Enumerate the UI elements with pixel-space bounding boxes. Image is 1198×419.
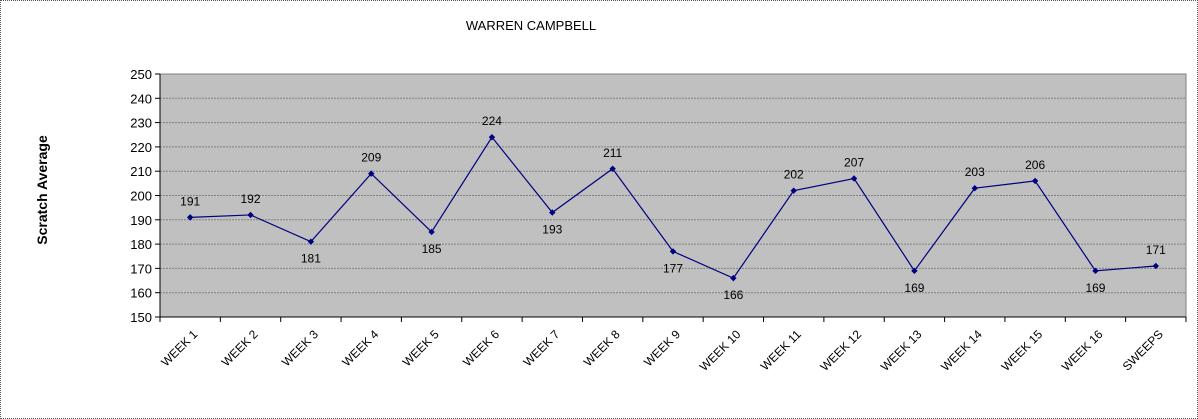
y-tick-label: 200 (130, 189, 152, 204)
data-points (186, 133, 1160, 282)
x-tick-label: WEEK 3 (279, 327, 321, 369)
data-label: 181 (301, 252, 321, 266)
y-tick-label: 240 (130, 91, 152, 106)
x-tick-label: WEEK 12 (817, 327, 864, 374)
x-tick-label: WEEK 8 (581, 327, 623, 369)
x-tick-label: WEEK 11 (758, 327, 804, 373)
data-label: 193 (542, 223, 562, 237)
y-axis-ticks: 150 160 170 180 190 200 210 220 230 240 250 (130, 67, 161, 325)
data-point-marker (1092, 267, 1099, 275)
x-tick-label: WEEK 7 (520, 327, 562, 369)
data-point-marker (549, 209, 556, 216)
data-label: 211 (603, 146, 622, 160)
data-label: 169 (904, 281, 924, 295)
data-label: 206 (1025, 158, 1045, 172)
x-tick-label: WEEK 6 (460, 327, 502, 369)
y-tick-label: 230 (130, 116, 152, 131)
y-tick-label: 170 (130, 261, 152, 276)
y-tick-label: 250 (130, 67, 152, 82)
x-tick-label: SWEEPS (1120, 327, 1166, 373)
gridlines (160, 97, 1186, 294)
y-tick-label: 220 (130, 140, 152, 155)
y-tick-label: 180 (130, 237, 152, 252)
y-axis-label: Scratch Average (34, 135, 50, 245)
x-tick-label: WEEK 15 (999, 327, 1046, 374)
data-point-marker (186, 214, 194, 221)
data-point-marker (730, 274, 737, 282)
x-axis-ticks: WEEK 1 WEEK 2 WEEK 3 WEEK 4 WEEK 5 WEEK 6 WEEK… (158, 316, 1187, 374)
data-point-marker (609, 165, 616, 172)
data-label: 171 (1146, 243, 1166, 257)
x-tick-label: WEEK 14 (938, 327, 985, 374)
data-point-marker (368, 170, 375, 177)
data-label: 191 (180, 194, 200, 208)
data-point-marker (488, 133, 496, 141)
data-label: 185 (422, 242, 442, 256)
data-label: 207 (844, 155, 864, 169)
data-label: 203 (965, 165, 985, 179)
data-point-marker (971, 185, 978, 192)
y-tick-label: 190 (130, 213, 152, 228)
data-label: 224 (482, 114, 502, 128)
data-point-marker (911, 267, 918, 275)
data-point-marker (307, 238, 315, 245)
x-tick-label: WEEK 2 (219, 327, 261, 369)
data-point-marker (1152, 262, 1160, 270)
data-point-marker (247, 211, 254, 219)
x-tick-label: WEEK 1 (158, 327, 200, 369)
data-labels: 191 192 181 209 185 224 193 211 177 166 202 207 169 2… (180, 114, 1166, 302)
y-tick-label: 150 (130, 310, 152, 325)
data-point-marker (1031, 177, 1039, 185)
data-point-marker (850, 175, 858, 182)
data-label: 202 (784, 168, 804, 182)
x-tick-label: WEEK 10 (697, 327, 744, 374)
x-tick-label: WEEK 13 (878, 327, 925, 374)
data-point-marker (790, 187, 797, 194)
x-tick-label: WEEK 4 (339, 327, 381, 369)
x-tick-label: WEEK 16 (1059, 327, 1106, 374)
data-label: 166 (723, 288, 743, 302)
data-label: 209 (361, 151, 381, 165)
x-tick-label: WEEK 5 (400, 327, 442, 369)
data-point-marker (669, 248, 677, 255)
data-label: 192 (241, 192, 261, 206)
data-label: 169 (1085, 281, 1105, 295)
chart-title: WARREN CAMPBELL (466, 18, 596, 33)
y-tick-label: 160 (130, 286, 152, 301)
x-tick-label: WEEK 9 (641, 327, 683, 369)
y-tick-label: 210 (130, 164, 152, 179)
data-label: 177 (663, 261, 683, 275)
data-point-marker (428, 228, 435, 236)
